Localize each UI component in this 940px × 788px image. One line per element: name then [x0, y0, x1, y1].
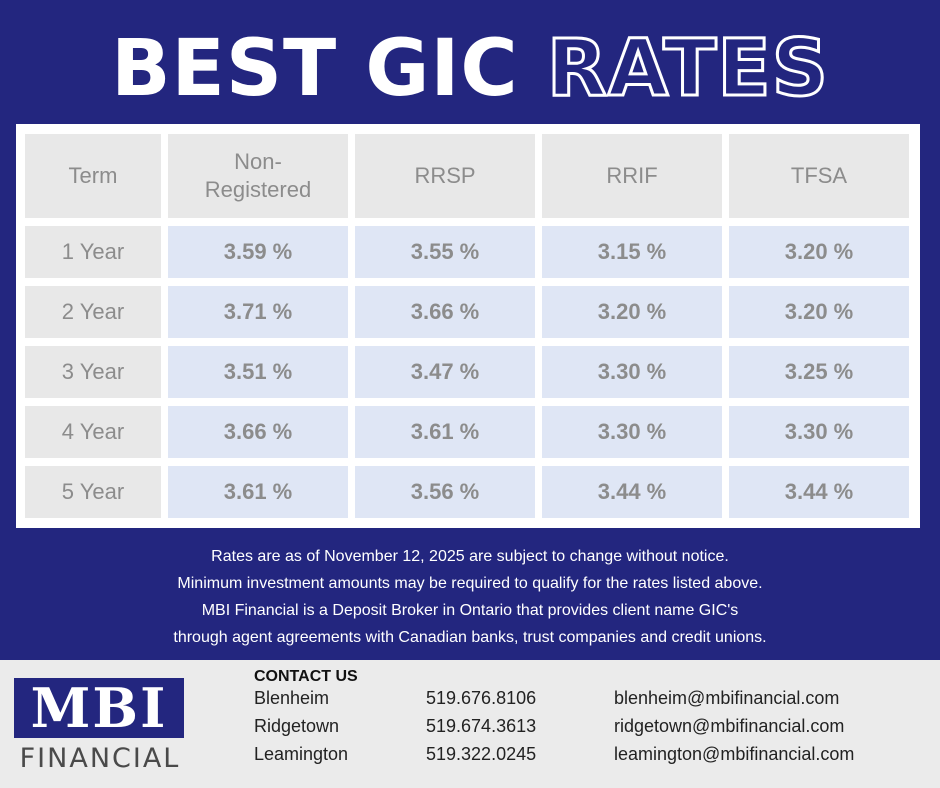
page-title: BEST GIC RATES [0, 23, 940, 116]
contact-city: Ridgetown [254, 716, 340, 736]
rate-cell: 3.20 % [542, 286, 722, 338]
rate-cell: 3.20 % [729, 286, 909, 338]
rate-cell: 3.55 % [355, 226, 535, 278]
title-solid: BEST GIC [111, 24, 547, 114]
rate-cell: 3.44 % [542, 466, 722, 518]
contact-email[interactable]: blenheim@mbifinancial.com [614, 688, 840, 708]
footer: MBI FINANCIAL CONTACT US Blenheim 519.676… [0, 660, 940, 788]
contact-row: Blenheim 519.676.8106 blenheim@mbifinancia… [0, 688, 940, 716]
contact-row: Ridgetown 519.674.3613 ridgetown@mbifinanc… [0, 716, 940, 744]
title-outline: RATES [545, 23, 829, 116]
logo-mark: MBI [14, 678, 184, 738]
rate-cell: 3.30 % [542, 406, 722, 458]
logo-subtitle: FINANCIAL [19, 743, 181, 774]
rate-cell: 3.61 % [355, 406, 535, 458]
rate-cell: 3.47 % [355, 346, 535, 398]
rate-cell: 3.30 % [729, 406, 909, 458]
note-line: Minimum investment amounts may be requir… [177, 575, 763, 592]
mbi-logo: MBI FINANCIAL [14, 678, 186, 778]
column-header: RRIF [542, 134, 722, 218]
term-cell: 4 Year [25, 406, 161, 458]
column-header: RRSP [355, 134, 535, 218]
term-cell: 3 Year [25, 346, 161, 398]
contact-city: Blenheim [254, 688, 330, 708]
column-header: Term [25, 134, 161, 218]
rate-cell: 3.66 % [355, 286, 535, 338]
rate-cell: 3.71 % [168, 286, 348, 338]
rate-cell: 3.20 % [729, 226, 909, 278]
contact-email[interactable]: leamington@mbifinancial.com [614, 744, 855, 764]
rate-cell: 3.51 % [168, 346, 348, 398]
contact-email[interactable]: ridgetown@mbifinancial.com [614, 716, 845, 736]
contact-phone[interactable]: 519.676.8106 [426, 688, 537, 708]
term-cell: 2 Year [25, 286, 161, 338]
disclaimer-notes: Rates are as of November 12, 2025 are su… [0, 543, 940, 651]
contact-city: Leamington [254, 744, 349, 764]
rate-cell: 3.59 % [168, 226, 348, 278]
note-line: MBI Financial is a Deposit Broker in Ont… [201, 602, 739, 619]
rate-cell: 3.66 % [168, 406, 348, 458]
rates-grid: Term Non- Registered RRSP RRIF TFSA 1 Year 3.59… [25, 134, 910, 518]
contact-phone[interactable]: 519.322.0245 [426, 744, 537, 764]
column-header: TFSA [729, 134, 909, 218]
rate-cell: 3.61 % [168, 466, 348, 518]
term-cell: 5 Year [25, 466, 161, 518]
contact-row: Leamington 519.322.0245 leamington@mbifina… [0, 744, 940, 772]
contact-title: CONTACT US [254, 668, 358, 685]
rates-table: Term Non- Registered RRSP RRIF TFSA 1 Year 3.59… [16, 124, 920, 528]
rate-cell: 3.44 % [729, 466, 909, 518]
rate-cell: 3.56 % [355, 466, 535, 518]
note-line: through agent agreements with Canadian b… [173, 629, 767, 646]
rate-cell: 3.25 % [729, 346, 909, 398]
note-line: Rates are as of November 12, 2025 are su… [211, 548, 729, 565]
rate-cell: 3.30 % [542, 346, 722, 398]
rate-cell: 3.15 % [542, 226, 722, 278]
column-header: Non- Registered [168, 134, 348, 218]
contact-phone[interactable]: 519.674.3613 [426, 716, 537, 736]
term-cell: 1 Year [25, 226, 161, 278]
